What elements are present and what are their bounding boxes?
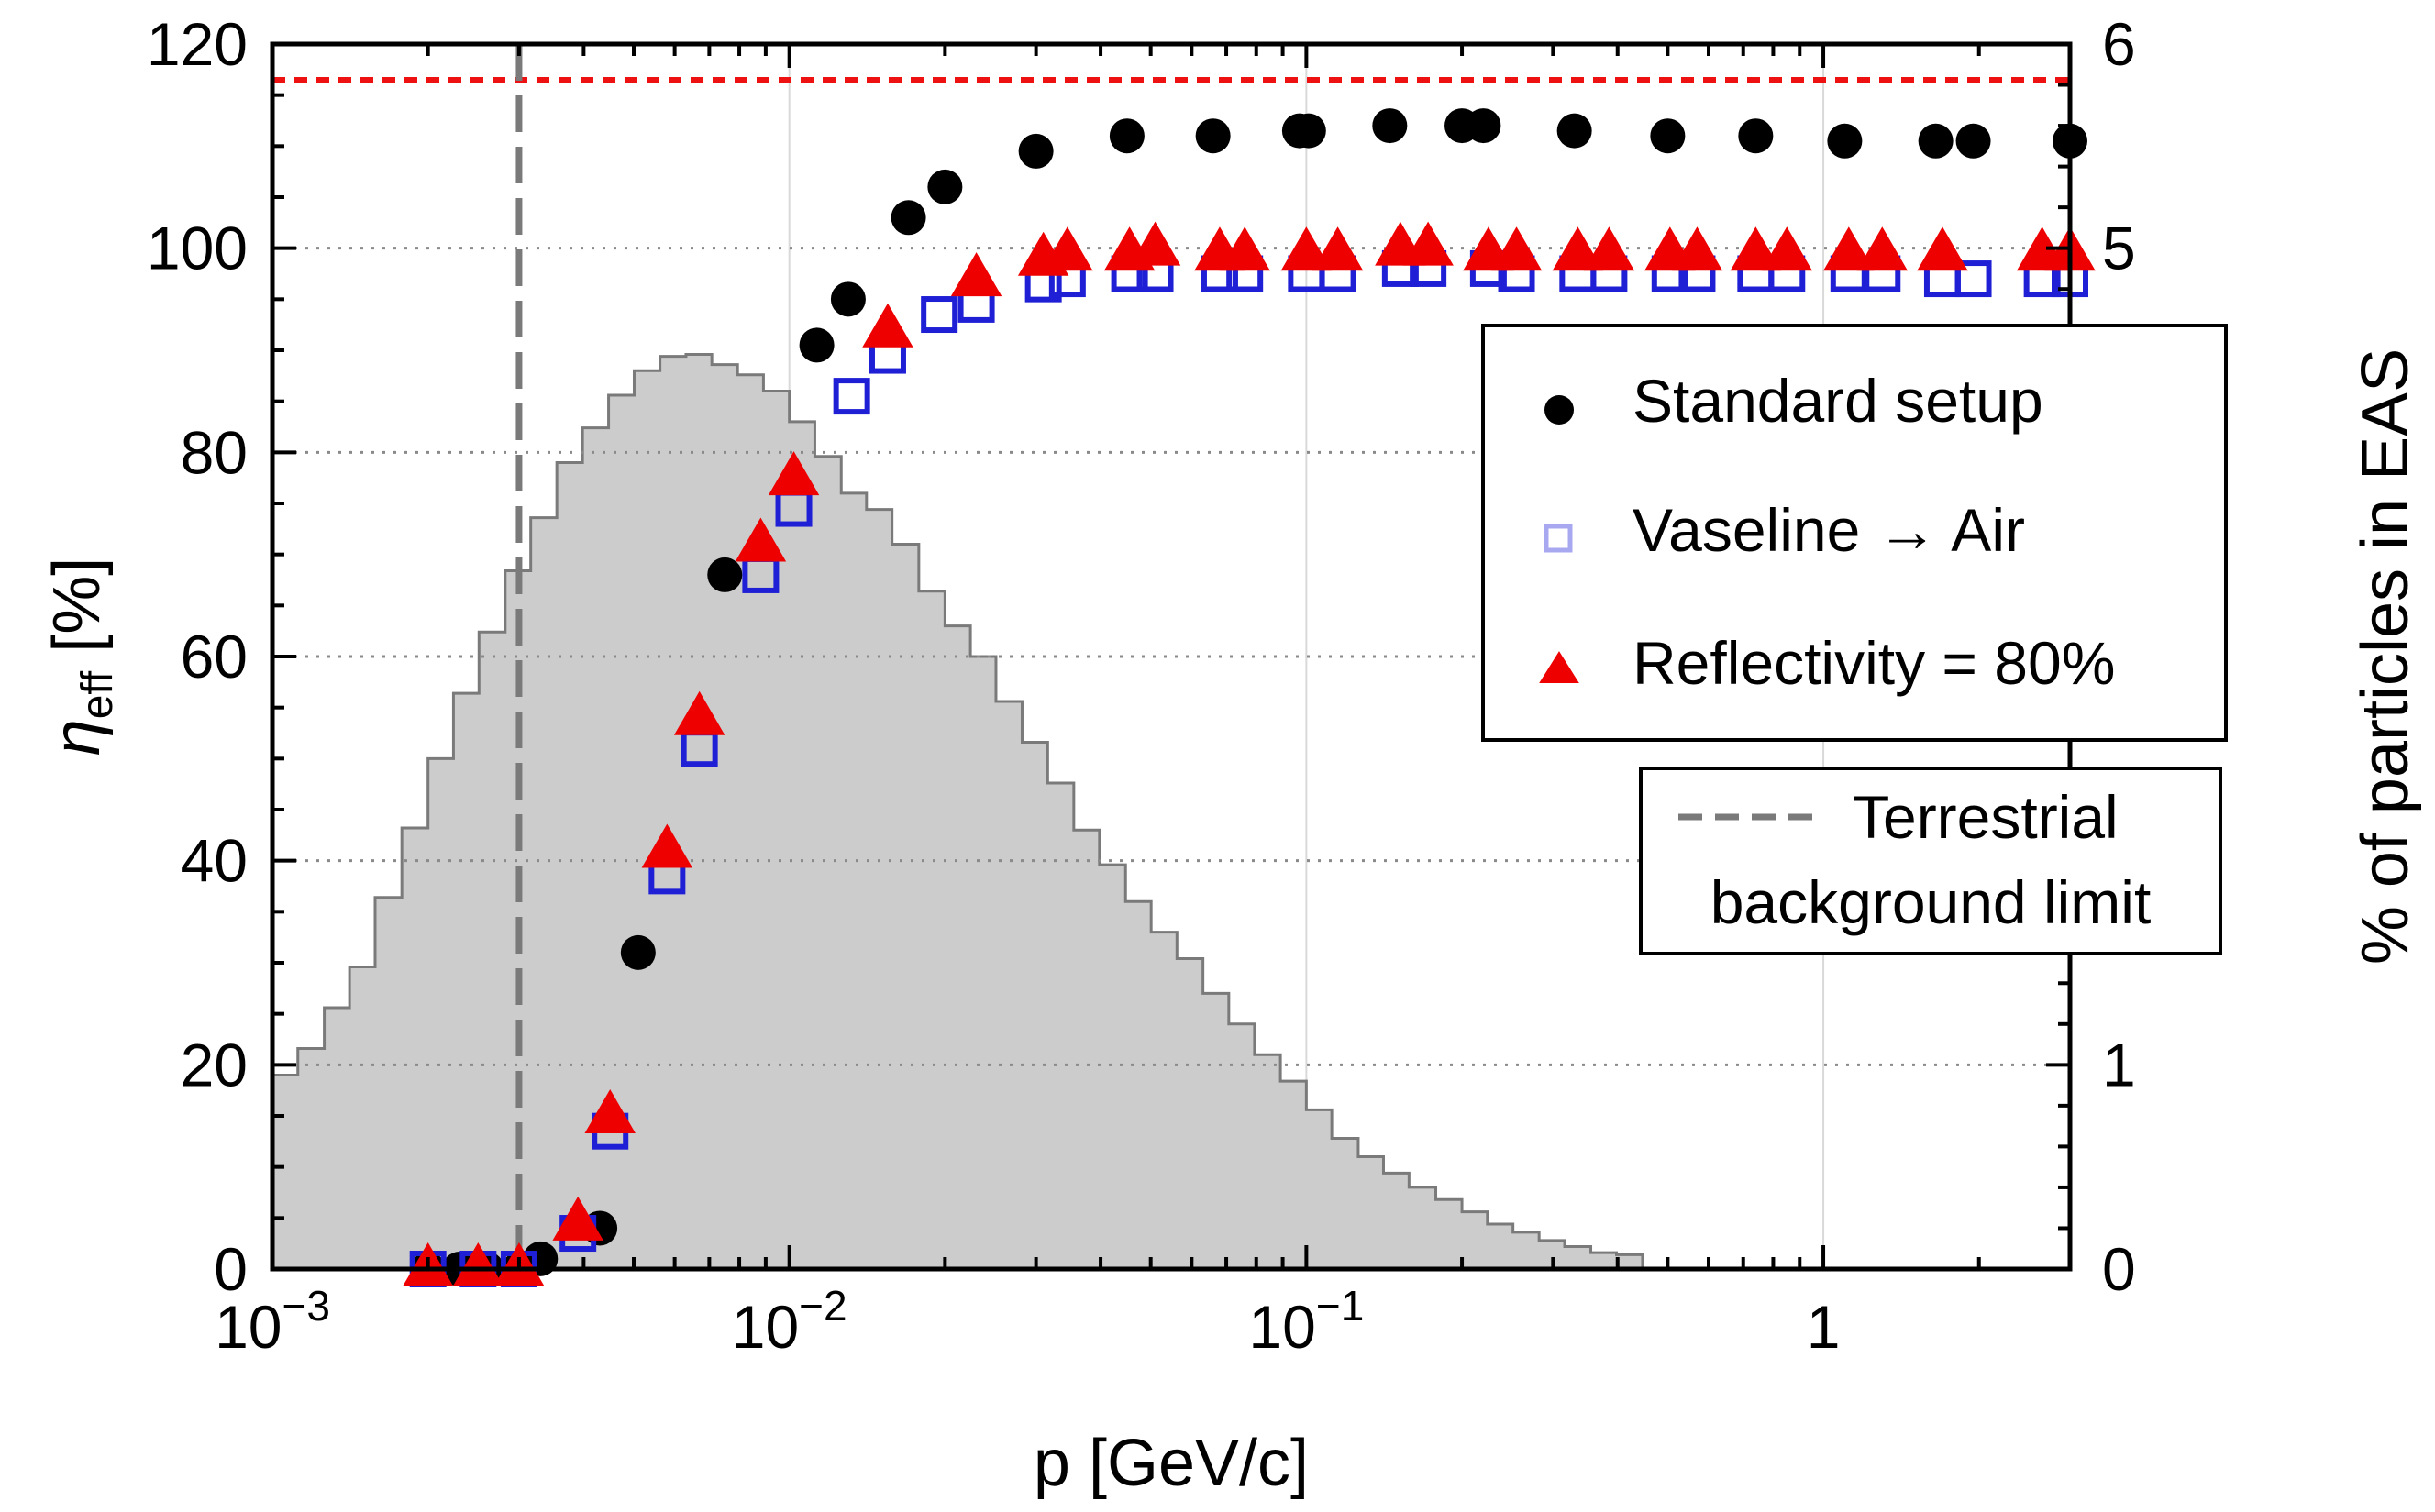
marker-reflectivity-14 [1129, 221, 1181, 266]
legend-marker-standard-setup [1544, 395, 1574, 425]
marker-reflectivity-17 [1280, 226, 1333, 271]
marker-standard-setup-10 [891, 200, 926, 236]
marker-standard-setup-22 [1738, 118, 1774, 154]
marker-standard-setup-9 [830, 281, 866, 317]
marker-standard-setup-14 [1195, 118, 1231, 154]
marker-reflectivity-29 [1823, 226, 1875, 271]
terrestrial-legend: Terrestrial background limit [1639, 767, 2222, 955]
legend-marker-vaseline-air [1544, 524, 1573, 553]
y-right-axis-label: % of particles in EAS [2349, 348, 2422, 965]
marker-standard-setup-6 [620, 934, 656, 970]
marker-reflectivity-8 [768, 451, 820, 496]
marker-reflectivity-26 [1671, 226, 1723, 271]
marker-reflectivity-28 [1761, 226, 1813, 271]
marker-reflectivity-31 [1917, 226, 1968, 271]
y-tick-label-1: 20 [181, 1031, 248, 1098]
marker-reflectivity-5 [641, 823, 693, 868]
legend-box [1481, 324, 2228, 742]
legend-marker-reflectivity [1539, 651, 1579, 683]
legend: Standard setup Vaseline → Air Reflectivi… [1481, 324, 2228, 742]
marker-standard-setup-11 [927, 169, 963, 204]
marker-reflectivity-20 [1402, 221, 1454, 266]
x-tick-label-3: 1 [1807, 1293, 1841, 1361]
histogram-area [271, 352, 1644, 1271]
x-tick-labels: 10−3 10−2 10−1 1 [215, 1282, 1840, 1361]
x-tick-label-0: 10−3 [215, 1282, 330, 1361]
y-right-tick-label-5: 5 [2102, 215, 2136, 282]
marker-standard-setup-8 [799, 327, 835, 363]
marker-reflectivity-7 [735, 517, 787, 562]
marker-standard-setup-7 [707, 557, 743, 592]
marker-reflectivity-12 [1042, 226, 1093, 271]
marker-standard-setup-20 [1556, 113, 1592, 149]
marker-reflectivity-10 [950, 252, 1002, 297]
y-tick-label-4: 80 [181, 418, 248, 486]
marker-reflectivity-9 [862, 303, 913, 348]
marker-standard-setup-21 [1650, 118, 1686, 154]
marker-vaseline-air-34 [1954, 260, 1992, 298]
y-axis-label-sub: eff [73, 670, 122, 719]
x-tick-label-1: 10−2 [732, 1282, 847, 1361]
marker-vaseline-air-11 [921, 296, 958, 334]
terrestrial-legend-label-1: Terrestrial [1853, 783, 2119, 851]
marker-reflectivity-23 [1552, 226, 1604, 271]
y-axis-label: ηeff [%] [40, 557, 122, 756]
marker-reflectivity-6 [673, 690, 725, 735]
marker-standard-setup-16 [1290, 113, 1326, 149]
y-tick-label-5: 100 [147, 215, 248, 282]
legend-label-standard-setup: Standard setup [1633, 367, 2043, 435]
x-axis-label: p [GeV/c] [1034, 1427, 1309, 1500]
y-tick-label-3: 60 [181, 623, 248, 690]
marker-standard-setup-13 [1109, 118, 1145, 154]
y-tick-label-6: 120 [147, 10, 248, 78]
y-right-tick-label-0: 0 [2102, 1235, 2136, 1303]
marker-reflectivity-24 [1583, 226, 1635, 271]
marker-reflectivity-22 [1490, 226, 1543, 271]
marker-reflectivity-27 [1730, 226, 1782, 271]
marker-standard-setup-24 [1918, 123, 1954, 159]
y-axis-label-suffix: [%] [40, 557, 114, 671]
terrestrial-legend-label-2: background limit [1710, 868, 2152, 936]
marker-standard-setup-19 [1466, 108, 1501, 144]
marker-reflectivity-1 [452, 1242, 504, 1286]
y-right-tick-label-6: 6 [2102, 10, 2136, 78]
marker-standard-setup-25 [1955, 123, 1991, 159]
terrestrial-legend-box [1639, 767, 2222, 955]
reference-lines [272, 44, 2070, 1269]
histogram [271, 352, 1644, 1271]
marker-reflectivity-30 [1856, 226, 1909, 271]
y-tick-label-2: 40 [181, 827, 248, 895]
marker-reflectivity-18 [1312, 226, 1364, 271]
y-axis-label-main: η [40, 719, 114, 756]
marker-standard-setup-12 [1018, 133, 1054, 169]
x-tick-label-2: 10−1 [1248, 1282, 1364, 1361]
legend-label-vaseline-air: Vaseline → Air [1633, 496, 2025, 564]
marker-vaseline-air-9 [833, 378, 870, 415]
marker-reflectivity-3 [552, 1196, 603, 1241]
y-right-tick-label-1: 1 [2102, 1031, 2136, 1098]
legend-label-reflectivity: Reflectivity = 80% [1633, 629, 2115, 697]
marker-reflectivity-4 [584, 1089, 636, 1133]
y-tick-label-0: 0 [214, 1235, 248, 1303]
marker-reflectivity-16 [1219, 226, 1270, 271]
marker-standard-setup-23 [1827, 123, 1863, 159]
marker-standard-setup-17 [1372, 108, 1408, 144]
y-tick-labels: 0 20 40 60 80 100 120 [147, 10, 248, 1303]
